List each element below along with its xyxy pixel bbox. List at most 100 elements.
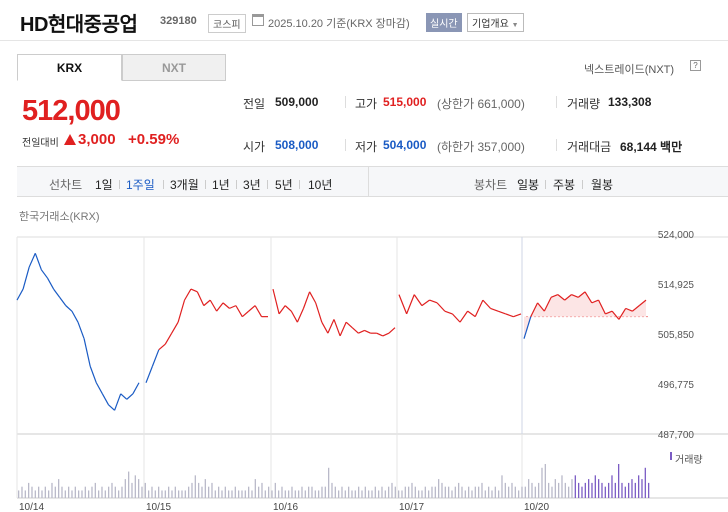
volume-bar: [84, 486, 86, 498]
candle-daily[interactable]: 일봉: [517, 178, 540, 192]
volume-bar: [51, 482, 53, 498]
period-1d[interactable]: 1일: [95, 178, 113, 192]
volume-bar: [614, 482, 616, 498]
series-line-segment: [229, 305, 237, 309]
series-line-segment: [108, 404, 116, 411]
divider: [119, 180, 120, 189]
series-line-segment: [413, 294, 423, 306]
low-label: 저가: [355, 140, 378, 154]
tab-nxt[interactable]: NXT: [122, 54, 226, 81]
volume-legend: 거래량: [675, 455, 703, 466]
series-line-segment: [101, 393, 110, 406]
series-line-segment: [333, 319, 341, 337]
volume-bar: [81, 490, 83, 498]
series-line-segment: [46, 277, 55, 290]
header-divider: [0, 40, 728, 41]
x-tick-label: 10/20: [524, 502, 549, 512]
volume-bar: [548, 482, 550, 498]
volume-bar: [618, 464, 620, 498]
series-line-segment: [598, 299, 606, 315]
volume-bar: [181, 490, 183, 498]
series-line-segment: [177, 299, 186, 323]
volume-bar: [288, 490, 290, 498]
volume-bar: [411, 482, 413, 498]
period-1y[interactable]: 1년: [212, 178, 230, 192]
prev-value: 509,000: [275, 95, 319, 109]
chart-caption: 한국거래소(KRX): [19, 211, 100, 223]
series-line-segment: [530, 302, 539, 317]
series-line-segment: [577, 291, 586, 298]
volume-bar: [531, 482, 533, 498]
volume-bar: [434, 486, 436, 498]
volume-bar: [91, 486, 93, 498]
tab-krx[interactable]: KRX: [17, 54, 122, 81]
period-1w[interactable]: 1주일: [126, 178, 155, 192]
series-line-segment: [625, 307, 633, 312]
period-3y[interactable]: 3년: [243, 178, 261, 192]
volume-bar: [534, 486, 536, 498]
volume-bar: [338, 490, 340, 498]
candle-weekly[interactable]: 주봉: [553, 178, 576, 192]
series-line-segment: [248, 305, 256, 312]
volume-bar: [68, 486, 70, 498]
volume-bar: [271, 490, 273, 498]
volume-bar: [414, 486, 416, 498]
volume-bar: [374, 486, 376, 498]
volume-bar: [621, 482, 623, 498]
volume-bar: [214, 490, 216, 498]
nxt-link[interactable]: 넥스트레이드(NXT): [584, 64, 675, 76]
volume-bar: [208, 486, 210, 498]
chevron-down-icon: ▼: [511, 22, 519, 29]
volume-bar: [224, 486, 226, 498]
volume-bar: [184, 490, 186, 498]
volume-bar: [584, 482, 586, 498]
volume-bar: [238, 490, 240, 498]
series-line-segment: [543, 297, 552, 312]
series-line-segment: [34, 253, 42, 271]
series-line-segment: [557, 294, 566, 301]
candle-monthly[interactable]: 월봉: [591, 178, 614, 192]
company-overview-button[interactable]: 기업개요 ▼: [467, 13, 524, 32]
series-line-segment: [126, 393, 134, 400]
volume-bar: [78, 490, 80, 498]
volume-bar: [328, 467, 330, 498]
volume-bar: [74, 486, 76, 498]
volume-bar: [624, 486, 626, 498]
volume-bar: [554, 479, 556, 498]
volume-bar: [404, 486, 406, 498]
volume-bar: [291, 486, 293, 498]
series-line-segment: [16, 288, 24, 301]
volume-bar: [211, 482, 213, 498]
series-line-segment: [190, 288, 198, 293]
series-line-segment: [120, 393, 128, 400]
series-line-segment: [22, 266, 30, 290]
volume-bar: [311, 486, 313, 498]
volume-bar: [241, 490, 243, 498]
volume-bar: [148, 490, 150, 498]
volume-bar: [171, 490, 173, 498]
price-chart[interactable]: 524,000 514,925 505,850 496,775 487,700 10/14…: [0, 222, 728, 512]
high-label: 고가: [355, 97, 378, 111]
volume-label: 거래량: [567, 97, 601, 111]
calendar-icon: [252, 14, 264, 26]
period-5y[interactable]: 5년: [275, 178, 293, 192]
volume-bar: [104, 490, 106, 498]
volume-bar: [628, 482, 630, 498]
help-icon[interactable]: ?: [690, 60, 701, 71]
volume-bar: [424, 486, 426, 498]
volume-bar: [254, 479, 256, 498]
volume-bar: [468, 486, 470, 498]
volume-bar: [34, 490, 36, 498]
volume-bar: [388, 486, 390, 498]
quote-date: 2025.10.20 기준(KRX 장마감): [268, 18, 410, 30]
series-line-segment: [83, 338, 91, 367]
series-line-segment: [351, 327, 359, 334]
period-10y[interactable]: 10년: [308, 178, 333, 192]
volume-bar: [391, 482, 393, 498]
volume-bar: [61, 486, 63, 498]
volume-bar: [58, 479, 60, 498]
realtime-button[interactable]: 실시간: [426, 13, 462, 32]
volume-bar: [221, 490, 223, 498]
volume-bar: [151, 486, 153, 498]
period-3m[interactable]: 3개월: [170, 178, 199, 192]
